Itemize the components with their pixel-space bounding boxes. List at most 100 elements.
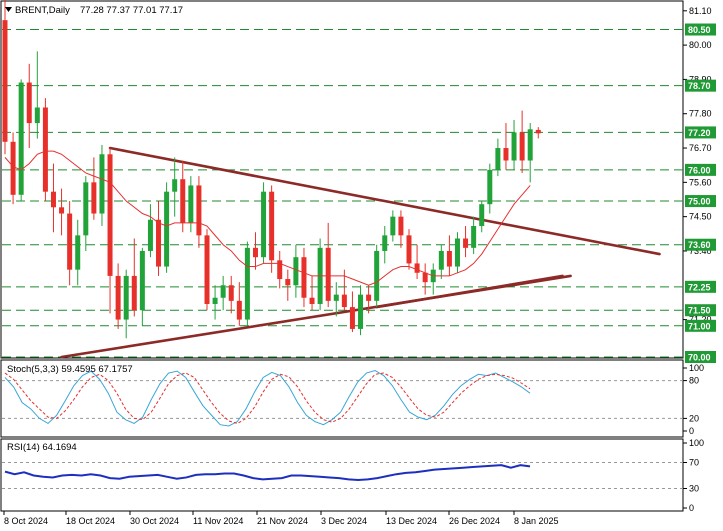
candle-body <box>228 285 234 301</box>
level-price-label: 78.70 <box>688 81 711 91</box>
stoch-tick-label: 80 <box>689 376 699 386</box>
level-price-label: 71.50 <box>688 306 711 316</box>
candle-body <box>196 185 202 236</box>
time-tick-label: 13 Dec 2024 <box>386 516 437 526</box>
stoch-main-line <box>4 369 531 427</box>
candle-body <box>390 216 396 236</box>
candle-body <box>164 191 170 267</box>
candle-body <box>454 238 460 267</box>
candle-body <box>115 275 121 320</box>
candle-body <box>487 169 493 205</box>
rsi-line <box>4 464 531 482</box>
time-tick-label: 8 Jan 2025 <box>514 516 559 526</box>
candle-body <box>438 250 444 270</box>
time-tick-label: 8 Oct 2024 <box>4 516 48 526</box>
time-tick-label: 30 Oct 2024 <box>130 516 179 526</box>
candle-body <box>50 191 56 208</box>
candle-body <box>503 148 509 161</box>
price-tick-label: 78.90 <box>689 74 712 84</box>
candle-body <box>293 257 299 286</box>
level-price-box <box>685 319 716 332</box>
candle-body <box>341 294 347 308</box>
moving-average-line <box>4 150 531 286</box>
level-price-label: 77.20 <box>688 128 711 138</box>
candle-body <box>131 275 137 311</box>
rsi-tick-label: 100 <box>689 438 704 448</box>
rsi-panel-frame <box>0 438 684 512</box>
candle-body <box>83 182 89 236</box>
stochastic-panel: 100 80 20 0 <box>2 363 704 436</box>
level-price-box <box>685 126 716 139</box>
price-panel-frame <box>0 0 684 359</box>
level-price-label: 72.25 <box>688 282 711 292</box>
time-tick-label: 3 Dec 2024 <box>321 516 367 526</box>
trendline <box>108 146 661 256</box>
candle-body <box>414 263 420 273</box>
candle-body <box>188 185 194 223</box>
candle-body <box>172 179 178 192</box>
stoch-tick-label: 0 <box>689 426 694 436</box>
level-price-label: 70.00 <box>688 353 711 363</box>
candle-body <box>34 107 40 124</box>
candle-body <box>471 226 477 248</box>
candle-body <box>463 238 469 248</box>
candle-body <box>519 132 525 161</box>
level-price-box <box>685 23 716 36</box>
candle-body <box>479 204 485 227</box>
candle-body <box>236 300 242 320</box>
candle-body <box>495 148 501 170</box>
stoch-tick-label: 20 <box>689 413 699 423</box>
price-tick-label: 80.00 <box>689 40 712 50</box>
candle-body <box>147 219 153 251</box>
time-tick-label: 18 Oct 2024 <box>66 516 115 526</box>
candle-body <box>67 213 73 270</box>
chart-title: BRENT,Daily <box>15 5 70 16</box>
triangle-down-icon[interactable] <box>5 7 12 12</box>
price-tick-label: 81.10 <box>689 6 712 16</box>
level-price-box <box>685 163 716 176</box>
candle-body <box>252 247 258 258</box>
candle-body <box>527 129 533 161</box>
stoch-title: Stoch(5,3,3) 59.4595 67.1757 <box>7 364 133 375</box>
price-tick-label: 75.60 <box>689 177 712 187</box>
rsi-tick-label: 0 <box>689 503 694 513</box>
level-price-box <box>685 238 716 251</box>
price-tick-label: 74.50 <box>689 212 712 222</box>
candle-body <box>535 129 541 134</box>
candle-body <box>366 294 372 301</box>
trendlines <box>60 146 661 359</box>
level-price-box <box>685 280 716 293</box>
level-price-label: 73.60 <box>688 240 711 250</box>
candle-body <box>18 82 24 195</box>
level-price-label: 71.00 <box>688 321 711 331</box>
price-tick-label: 73.40 <box>689 246 712 256</box>
candle-body <box>2 20 8 142</box>
rsi-tick-label: 30 <box>689 484 699 494</box>
candle-body <box>261 191 267 258</box>
candle-body <box>349 307 355 329</box>
time-tick-label: 26 Dec 2024 <box>449 516 500 526</box>
price-tick-label: 76.70 <box>689 143 712 153</box>
price-axis: 81.10 80.00 78.90 77.80 76.70 75.60 74.50 73.40… <box>683 6 716 363</box>
candle-body <box>180 179 186 223</box>
level-price-label: 76.00 <box>688 165 711 175</box>
time-tick-label: 21 Nov 2024 <box>257 516 308 526</box>
rsi-panel: 100 70 30 0 <box>2 438 704 513</box>
candle-body <box>398 216 404 236</box>
candle-body <box>301 257 307 298</box>
candle-body <box>406 235 412 264</box>
ohlc-values: 77.28 77.37 77.01 77.17 <box>80 5 183 16</box>
stoch-panel-frame <box>0 359 684 438</box>
candle-body <box>10 141 16 195</box>
level-price-label: 80.50 <box>688 25 711 35</box>
candle-body <box>212 297 218 304</box>
horizontal-levels <box>2 29 683 358</box>
candle-body <box>382 235 388 251</box>
candle-body <box>26 82 32 124</box>
candle-body <box>446 250 452 267</box>
candle-body <box>285 279 291 286</box>
candlesticks <box>2 0 541 339</box>
candle-body <box>139 250 145 311</box>
candle-body <box>91 182 97 214</box>
